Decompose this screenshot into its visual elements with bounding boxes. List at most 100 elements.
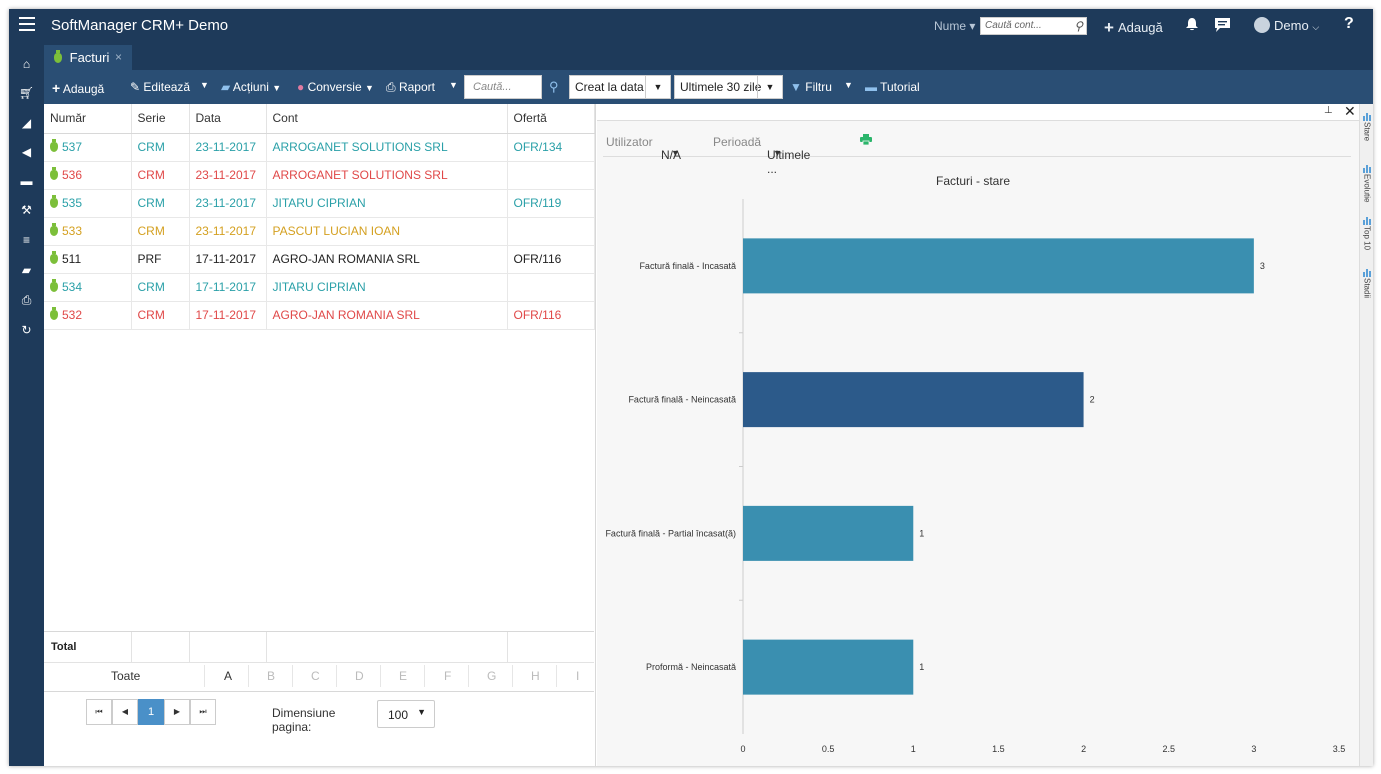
bell-icon[interactable] — [1186, 18, 1198, 31]
add-record-button[interactable]: + Adaugă — [52, 80, 104, 96]
tutorial-button[interactable]: ▬ Tutorial — [865, 80, 920, 94]
column-header-data[interactable]: Data — [189, 104, 267, 134]
side-tab-2[interactable]: Top 10 — [1360, 214, 1373, 250]
letter-filter-f[interactable]: F — [444, 669, 452, 683]
conversion-button[interactable]: ● Conversie ▼ — [297, 80, 374, 94]
table-row[interactable]: 536 CRM 23-11-2017 ARROGANET SOLUTIONS SRL — [44, 161, 595, 190]
cell-cont[interactable]: PASCUT LUCIAN IOAN — [266, 217, 508, 246]
chart-bar[interactable] — [743, 238, 1254, 294]
cell-oferta[interactable] — [507, 273, 595, 302]
prev-page-button[interactable]: ◀ — [112, 699, 138, 725]
cell-cont[interactable]: AGRO-JAN ROMANIA SRL — [266, 245, 508, 274]
help-button[interactable]: ? — [1344, 15, 1354, 32]
edit-button[interactable]: ✎ Editează — [130, 80, 190, 94]
cell-oferta[interactable]: OFR/119 — [507, 189, 595, 218]
cell-oferta[interactable] — [507, 161, 595, 190]
user-menu[interactable]: Demo ⌵ — [1254, 17, 1319, 33]
filter-dropdown-caret[interactable]: ▼ — [844, 80, 853, 90]
side-tab-1[interactable]: Evolutie — [1360, 162, 1373, 202]
table-row[interactable]: 537 CRM 23-11-2017 ARROGANET SOLUTIONS SRL O… — [44, 133, 595, 162]
chart-bar[interactable] — [743, 505, 914, 561]
table-row[interactable]: 535 CRM 23-11-2017 JITARU CIPRIAN OFR/119 — [44, 189, 595, 218]
cell-oferta[interactable] — [507, 217, 595, 246]
letter-filter-e[interactable]: E — [399, 669, 408, 683]
cell-cont[interactable]: ARROGANET SOLUTIONS SRL — [266, 133, 508, 162]
table-row[interactable]: 532 CRM 17-11-2017 AGRO-JAN ROMANIA SRL OFR/… — [44, 301, 595, 330]
account-search-input[interactable]: Caută cont... ⚲ — [980, 17, 1087, 35]
cell-cont[interactable]: ARROGANET SOLUTIONS SRL — [266, 161, 508, 190]
right-side-tabs: Stare Evolutie Top 10 Stadii — [1359, 104, 1373, 766]
grid-search-input[interactable]: Caută... — [464, 75, 542, 99]
letter-filter-a[interactable]: A — [224, 669, 233, 683]
last-page-button[interactable]: ⏭ — [190, 699, 216, 725]
close-icon[interactable]: ✕ — [1344, 103, 1356, 119]
actions-button[interactable]: ▰ Acțiuni ▼ — [221, 80, 281, 94]
cell-cont[interactable]: JITARU CIPRIAN — [266, 189, 508, 218]
briefcase-icon[interactable]: ▬ — [20, 174, 33, 188]
column-header-serie[interactable]: Serie — [131, 104, 190, 134]
folder-icon[interactable]: ▰ — [21, 263, 32, 277]
search-icon[interactable]: ⚲ — [549, 79, 559, 94]
letter-filter-c[interactable]: C — [311, 669, 320, 683]
tab-facturi[interactable]: Facturi × — [44, 45, 132, 70]
chart-icon[interactable]: ◢ — [21, 116, 32, 130]
period-select[interactable]: Ultimele 30 zile ▼ — [674, 75, 783, 99]
column-header-cont[interactable]: Cont — [266, 104, 508, 134]
printer-icon[interactable] — [860, 134, 872, 145]
page-size-select[interactable]: 100 ▼ — [377, 700, 435, 728]
cell-numar[interactable]: 537 — [44, 133, 132, 162]
cell-cont[interactable]: JITARU CIPRIAN — [266, 273, 508, 302]
cart-icon[interactable]: 🛒︎ — [19, 86, 35, 100]
chevron-down-icon: ▼ — [645, 76, 670, 98]
letter-filter-d[interactable]: D — [355, 669, 364, 683]
cell-numar[interactable]: 533 — [44, 217, 132, 246]
side-tab-3[interactable]: Stadii — [1360, 266, 1373, 298]
cell-oferta[interactable]: OFR/116 — [507, 245, 595, 274]
table-row[interactable]: 511 PRF 17-11-2017 AGRO-JAN ROMANIA SRL OFR/… — [44, 245, 595, 274]
cell-numar[interactable]: 536 — [44, 161, 132, 190]
column-header-oferta[interactable]: Ofertă — [507, 104, 595, 134]
megaphone-icon[interactable]: ◀ — [21, 145, 32, 159]
refresh-icon[interactable]: ↻ — [21, 323, 32, 337]
chat-icon[interactable] — [1214, 18, 1231, 32]
add-button[interactable]: + Adaugă — [1104, 17, 1163, 37]
printer-icon[interactable]: ⎙ — [21, 293, 32, 307]
report-button[interactable]: ⎙ Raport — [386, 80, 435, 95]
letter-filter-i[interactable]: I — [576, 669, 580, 683]
hamburger-menu-icon[interactable] — [19, 17, 35, 31]
divider — [131, 632, 132, 662]
side-tab-0[interactable]: Stare — [1360, 110, 1373, 141]
hammer-icon[interactable]: ⚒︎ — [21, 203, 32, 217]
next-page-button[interactable]: ▶ — [164, 699, 190, 725]
home-icon[interactable]: ⌂ — [22, 57, 31, 71]
page-number-button[interactable]: 1 — [138, 699, 164, 725]
search-icon[interactable]: ⚲ — [1074, 19, 1083, 33]
edit-dropdown-caret[interactable]: ▼ — [200, 80, 209, 90]
search-scope-label[interactable]: Nume ▾ — [934, 19, 976, 33]
table-row[interactable]: 534 CRM 17-11-2017 JITARU CIPRIAN — [44, 273, 595, 302]
date-field-select[interactable]: Creat la data ▼ — [569, 75, 671, 99]
cell-numar[interactable]: 535 — [44, 189, 132, 218]
printer-icon: ⎙ — [386, 80, 396, 94]
filter-button[interactable]: ▼ Filtru — [790, 80, 832, 94]
pin-icon[interactable]: ⊥ — [1324, 105, 1333, 116]
tab-close-icon[interactable]: × — [114, 50, 122, 64]
column-header-numar[interactable]: Număr — [44, 104, 132, 134]
letter-filter-g[interactable]: G — [487, 669, 497, 683]
first-page-button[interactable]: ⏮ — [86, 699, 112, 725]
chart-bar[interactable] — [743, 372, 1084, 428]
letter-filter-h[interactable]: H — [531, 669, 540, 683]
cell-oferta[interactable]: OFR/116 — [507, 301, 595, 330]
database-icon[interactable]: ≡ — [22, 233, 30, 247]
report-dropdown-caret[interactable]: ▼ — [449, 80, 458, 90]
cell-cont[interactable]: AGRO-JAN ROMANIA SRL — [266, 301, 508, 330]
table-row[interactable]: 533 CRM 23-11-2017 PASCUT LUCIAN IOAN — [44, 217, 595, 246]
letter-filter-b[interactable]: B — [267, 669, 276, 683]
side-tab-label: Top 10 — [1362, 226, 1372, 251]
cell-numar[interactable]: 511 — [44, 245, 132, 274]
chart-bar[interactable] — [743, 639, 914, 695]
cell-numar[interactable]: 532 — [44, 301, 132, 330]
cell-numar[interactable]: 534 — [44, 273, 132, 302]
letter-filter-all[interactable]: Toate — [111, 669, 141, 683]
cell-oferta[interactable]: OFR/134 — [507, 133, 595, 162]
